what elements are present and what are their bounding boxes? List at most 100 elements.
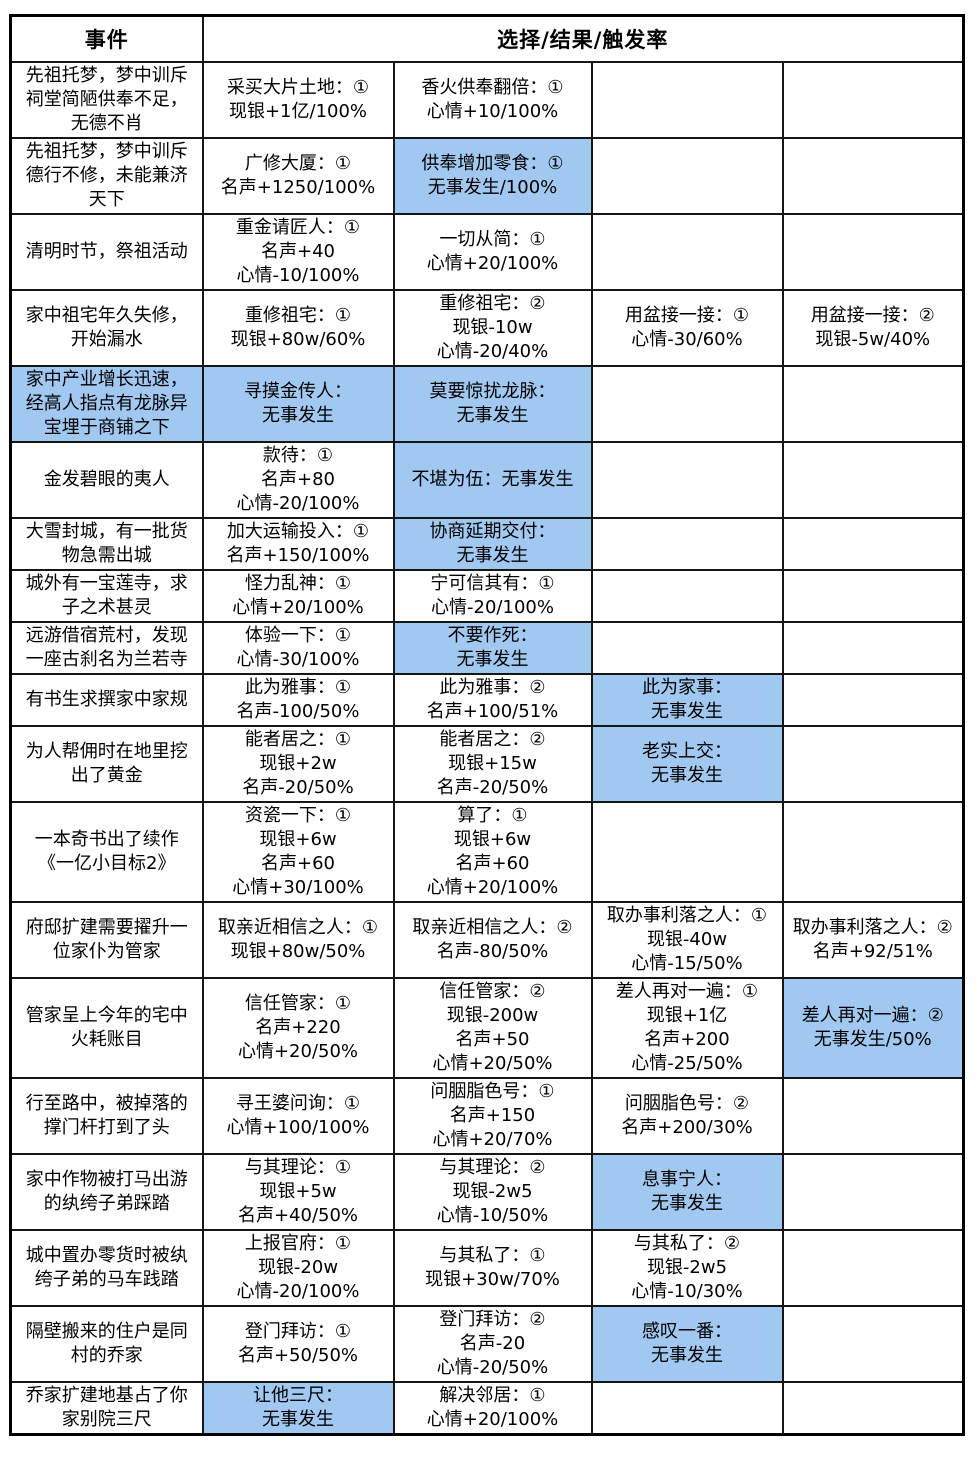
choice-cell: 算了：① 现银+6w 名声+60 心情+20/100% [392, 800, 593, 903]
cell-line: 金发碧眼的夷人 [43, 468, 170, 490]
choice-cell [590, 568, 784, 623]
cell-line: 重金请匠人：① [235, 216, 361, 238]
choice-cell: 此为家事： 无事发生 [590, 672, 784, 727]
cell-line: 取亲近相信之人：② [412, 916, 573, 938]
choice-cell: 不堪为伍：无事发生 [392, 440, 593, 519]
cell-line: 能者居之：① [244, 728, 352, 750]
choice-cell: 能者居之：① 现银+2w 名声-20/50% [201, 724, 395, 803]
cell-line: 城外有一宝莲寺，求 [25, 572, 188, 594]
choice-cell: 登门拜访：② 名声-20 心情-20/50% [392, 1304, 593, 1383]
cell-line: 无事发生 [262, 1408, 334, 1430]
choice-cell: 此为雅事：② 名声+100/51% [392, 672, 593, 727]
event-cell: 家中产业增长迅速， 经高人指点有龙脉异 宝埋于商铺之下 [9, 364, 204, 443]
header-choices-column: 选择/结果/触发率 [201, 14, 965, 63]
table-row: 金发碧眼的夷人 款待：① 名声+80 心情-20/100% 不堪为伍：无事发生 [9, 440, 965, 519]
choice-cell [781, 212, 965, 291]
event-cell: 为人帮佣时在地里挖 出了黄金 [9, 724, 204, 803]
choice-cell [590, 516, 784, 571]
cell-line: 现银-5w/40% [815, 328, 931, 350]
cell-line: 开始漏水 [70, 328, 143, 350]
choice-cell: 用盆接一接：① 心情-30/60% [590, 288, 784, 367]
event-cell: 家中作物被打马出游 的纨绔子弟踩踏 [9, 1152, 204, 1231]
cell-line: 心情-10/100% [236, 264, 360, 286]
cell-line: 信任管家：① [244, 992, 352, 1014]
table-row: 府邸扩建需要擢升一 位家仆为管家 取亲近相信之人：① 现银+80w/50% 取亲近相信之… [9, 900, 965, 979]
cell-line: 天下 [88, 188, 125, 210]
cell-line: 心情+10/100% [426, 100, 559, 122]
cell-line: 名声+220 [255, 1016, 341, 1038]
choice-cell: 信任管家：② 现银-200w 名声+50 心情+20/50% [392, 976, 593, 1079]
choice-cell: 此为雅事：① 名声-100/50% [201, 672, 395, 727]
cell-line: 现银+80w/60% [230, 328, 366, 350]
cell-line: 现银-10w [452, 316, 533, 338]
cell-line: 物急需出城 [61, 544, 152, 566]
cell-line: 名声+92/51% [812, 940, 933, 962]
cell-line: 家别院三尺 [61, 1408, 152, 1430]
choice-cell [781, 364, 965, 443]
cell-line: 不要作死： [447, 624, 538, 646]
choice-cell: 重金请匠人：① 名声+40 心情-10/100% [201, 212, 395, 291]
choice-cell [781, 620, 965, 675]
cell-line: 寻摸金传人： [244, 380, 352, 402]
cell-line: 心情-20/100% [431, 596, 554, 618]
choice-cell: 与其私了：② 现银-2w5 心情-10/30% [590, 1228, 784, 1307]
table-row: 管家呈上今年的宅中 火耗账目 信任管家：① 名声+220 心情+20/50% 信任管家：②… [9, 976, 965, 1079]
choice-cell: 能者居之：② 现银+15w 名声-20/50% [392, 724, 593, 803]
event-cell: 乔家扩建地基占了你 家别院三尺 [9, 1380, 204, 1435]
choice-cell: 老实上交： 无事发生 [590, 724, 784, 803]
cell-line: 家中作物被打马出游 [25, 1168, 188, 1190]
cell-line: 现银+1亿/100% [228, 100, 368, 122]
choice-cell [590, 212, 784, 291]
choice-cell: 重修祖宅：① 现银+80w/60% [201, 288, 395, 367]
choice-cell [781, 1380, 965, 1435]
choice-cell: 采买大片土地：① 现银+1亿/100% [201, 60, 395, 139]
cell-line: 无德不肖 [70, 112, 143, 134]
choice-cell: 重修祖宅：② 现银-10w 心情-20/40% [392, 288, 593, 367]
cell-line: 心情-20/100% [236, 492, 360, 514]
cell-line: 村的乔家 [70, 1344, 143, 1366]
cell-line: 乔家扩建地基占了你 [25, 1384, 188, 1406]
cell-line: 名声+150/100% [226, 544, 370, 566]
cell-line: 现银+6w [453, 828, 532, 850]
table-row: 行至路中，被掉落的 撑门杆打到了头 寻王婆问询：① 心情+100/100% 问胭脂色号：… [9, 1076, 965, 1155]
cell-line: 现银+2w [259, 752, 337, 774]
table-row: 隔壁搬来的住户是同 村的乔家 登门拜访：① 名声+50/50% 登门拜访：② 名声-20 心… [9, 1304, 965, 1383]
cell-line: 无事发生 [651, 1344, 723, 1366]
cell-line: 加大运输投入：① [226, 520, 370, 542]
cell-line: 无事发生/50% [813, 1028, 932, 1050]
choice-cell [781, 516, 965, 571]
choice-cell: 解决邻居：① 心情+20/100% [392, 1380, 593, 1435]
cell-line: 怪力乱神：① [244, 572, 352, 594]
choice-cell: 怪力乱神：① 心情+20/100% [201, 568, 395, 623]
cell-line: 寻王婆问询：① [235, 1092, 361, 1114]
cell-line: 子之术甚灵 [61, 596, 152, 618]
choice-cell [781, 724, 965, 803]
event-cell: 城外有一宝莲寺，求 子之术甚灵 [9, 568, 204, 623]
table-row: 一本奇书出了续作 《一亿小目标2》 资瓷一下：① 现银+6w 名声+60 心情+30/10… [9, 800, 965, 903]
choice-cell: 让他三尺： 无事发生 [201, 1380, 395, 1435]
choice-cell: 取亲近相信之人：① 现银+80w/50% [201, 900, 395, 979]
cell-line: 名声+100/51% [426, 700, 559, 722]
event-cell: 有书生求撰家中家规 [9, 672, 204, 727]
cell-line: 名声+50 [455, 1028, 530, 1050]
cell-line: 火耗账目 [70, 1028, 143, 1050]
cell-line: 心情+20/50% [432, 1052, 553, 1074]
cell-line: 名声-80/50% [436, 940, 549, 962]
cell-line: 心情+20/100% [426, 252, 559, 274]
cell-line: 息事宁人： [642, 1168, 732, 1190]
cell-line: 心情+100/100% [226, 1116, 370, 1138]
cell-line: 《一亿小目标2》 [38, 852, 176, 874]
event-cell: 金发碧眼的夷人 [9, 440, 204, 519]
header-event-column: 事件 [9, 14, 204, 63]
cell-line: 祠堂简陋供奉不足， [25, 88, 188, 110]
cell-line: 差人再对一遍：② [801, 1004, 944, 1026]
choice-cell: 宁可信其有：① 心情-20/100% [392, 568, 593, 623]
cell-line: 家中祖宅年久失修， [25, 304, 188, 326]
cell-line: 无事发生 [262, 404, 334, 426]
cell-line: 取办事利落之人：② [792, 916, 953, 938]
table-row: 乔家扩建地基占了你 家别院三尺 让他三尺： 无事发生 解决邻居：① 心情+20/100% [9, 1380, 965, 1435]
cell-line: 经高人指点有龙脉异 [25, 392, 188, 414]
event-cell: 清明时节，祭祖活动 [9, 212, 204, 291]
cell-line: 心情-15/50% [631, 952, 743, 974]
cell-line: 重修祖宅：① [244, 304, 352, 326]
